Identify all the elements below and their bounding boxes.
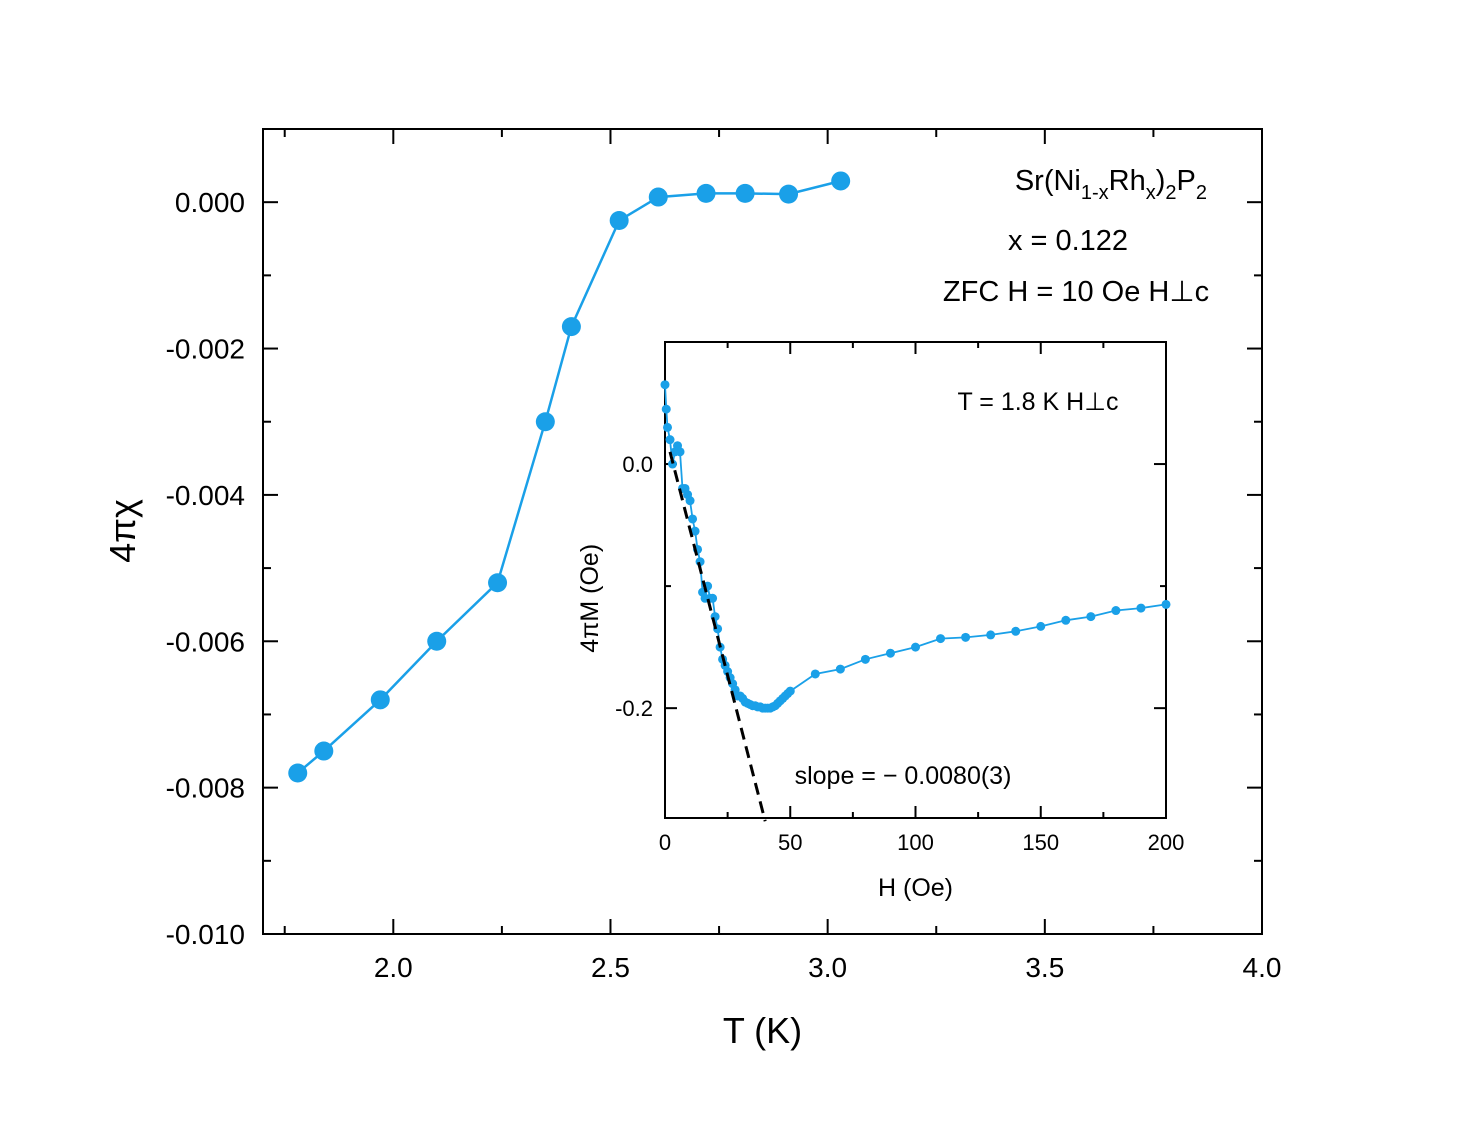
inset-data-point: [860, 654, 870, 664]
formula-close: ): [1156, 165, 1166, 197]
inset-x-tick-label: 50: [778, 830, 802, 855]
main-data-point: [488, 573, 508, 593]
main-data-point: [648, 187, 668, 207]
inset-x-axis-title: H (Oe): [878, 874, 953, 902]
formula-p: P: [1177, 165, 1196, 197]
inset-x-tick-label: 100: [897, 830, 934, 855]
inset-data-point: [885, 648, 895, 658]
main-data-point: [735, 183, 755, 203]
main-y-tick-label: -0.004: [166, 480, 245, 511]
main-data-point: [535, 412, 555, 432]
inset-data-point: [661, 404, 671, 414]
formula-rh: Rh: [1109, 165, 1146, 197]
inset-y-tick-label: -0.2: [615, 696, 653, 721]
main-x-tick-label: 4.0: [1243, 952, 1282, 983]
formula-sub4: 2: [1196, 182, 1207, 204]
inset-data-point: [1036, 621, 1046, 631]
main-x-axis-title: T (K): [723, 1010, 802, 1051]
formula-base: Sr(Ni: [1015, 165, 1081, 197]
inset-data-point: [810, 669, 820, 679]
main-data-point: [370, 690, 390, 710]
inset-data-point: [1086, 612, 1096, 622]
inset-data-point: [663, 422, 673, 432]
main-data-point: [314, 741, 334, 761]
main-data-point: [696, 183, 716, 203]
main-data-point: [561, 317, 581, 337]
inset-data-point: [785, 686, 795, 696]
inset-x-tick-label: 200: [1148, 830, 1185, 855]
main-y-tick-label: -0.006: [166, 626, 245, 657]
compound-formula: Sr(Ni1-xRhx)2P2: [1015, 165, 1207, 204]
main-x-tick-label: 3.0: [808, 952, 847, 983]
inset-y-tick-label: 0.0: [622, 452, 653, 477]
inset-data-point: [911, 642, 920, 652]
inset-data-point: [665, 435, 675, 445]
main-series: [288, 171, 851, 783]
main-plot-area: 2.0 2.5 3.0 3.5 4.0 0.000 -0.002 -0.004 -0.006 -0…: [166, 128, 1282, 983]
inset-frame: [664, 341, 1167, 819]
inset-x-tick-label: 150: [1022, 830, 1059, 855]
formula-sub1: 1-x: [1081, 182, 1109, 204]
main-x-tick-label: 3.5: [1025, 952, 1064, 983]
main-x-tick-label: 2.5: [591, 952, 630, 983]
inset-slope-label: slope = − 0.0080(3): [795, 762, 1012, 790]
inset-data-point: [660, 380, 670, 390]
compound-formula-text: Sr(Ni1-xRhx)2P2: [1015, 165, 1207, 204]
inset-plot-area: 0 50 100 150 200 0.0 -0.2: [615, 341, 1185, 855]
inset-data-point: [690, 526, 700, 536]
main-data-point: [609, 210, 629, 230]
inset-data-point: [668, 459, 678, 469]
main-y-tick-label: -0.008: [166, 773, 245, 804]
inset-data-point: [1161, 599, 1171, 609]
inset-data-point: [708, 593, 718, 603]
main-frame: [262, 128, 1263, 935]
conditions-label: ZFC H = 10 Oe H⊥c: [943, 276, 1209, 308]
inset-series: [660, 380, 1171, 822]
main-y-tick-label: -0.002: [166, 334, 245, 365]
composition-label: x = 0.122: [1008, 225, 1128, 257]
main-data-point: [288, 763, 308, 783]
main-data-point: [779, 184, 799, 204]
inset-data-point: [986, 630, 996, 640]
main-y-axis-title: 4πχ: [102, 499, 143, 563]
inset-x-tick-label: 0: [659, 830, 671, 855]
inset-y-axis-title: 4πM (Oe): [576, 544, 604, 653]
inset-data-point: [961, 632, 971, 642]
formula-sub2: x: [1146, 182, 1156, 204]
inset-data-point: [1011, 626, 1021, 636]
formula-sub3: 2: [1165, 182, 1176, 204]
inset-data-point: [936, 634, 946, 644]
inset-data-point: [1136, 603, 1146, 613]
inset-data-point: [675, 447, 685, 457]
main-y-tick-label: 0.000: [175, 187, 245, 218]
inset-conditions-label: T = 1.8 K H⊥c: [958, 388, 1119, 416]
inset-data-point: [1061, 615, 1071, 625]
inset-data-point: [835, 664, 845, 674]
main-data-point: [831, 171, 851, 191]
inset-fit-line: [668, 451, 767, 822]
inset-data-point: [1111, 606, 1121, 616]
main-x-tick-label: 2.0: [374, 952, 413, 983]
inset-data-point: [685, 496, 695, 506]
main-data-point: [427, 631, 447, 651]
main-y-tick-label: -0.010: [166, 919, 245, 950]
inset-data-point: [688, 514, 698, 524]
